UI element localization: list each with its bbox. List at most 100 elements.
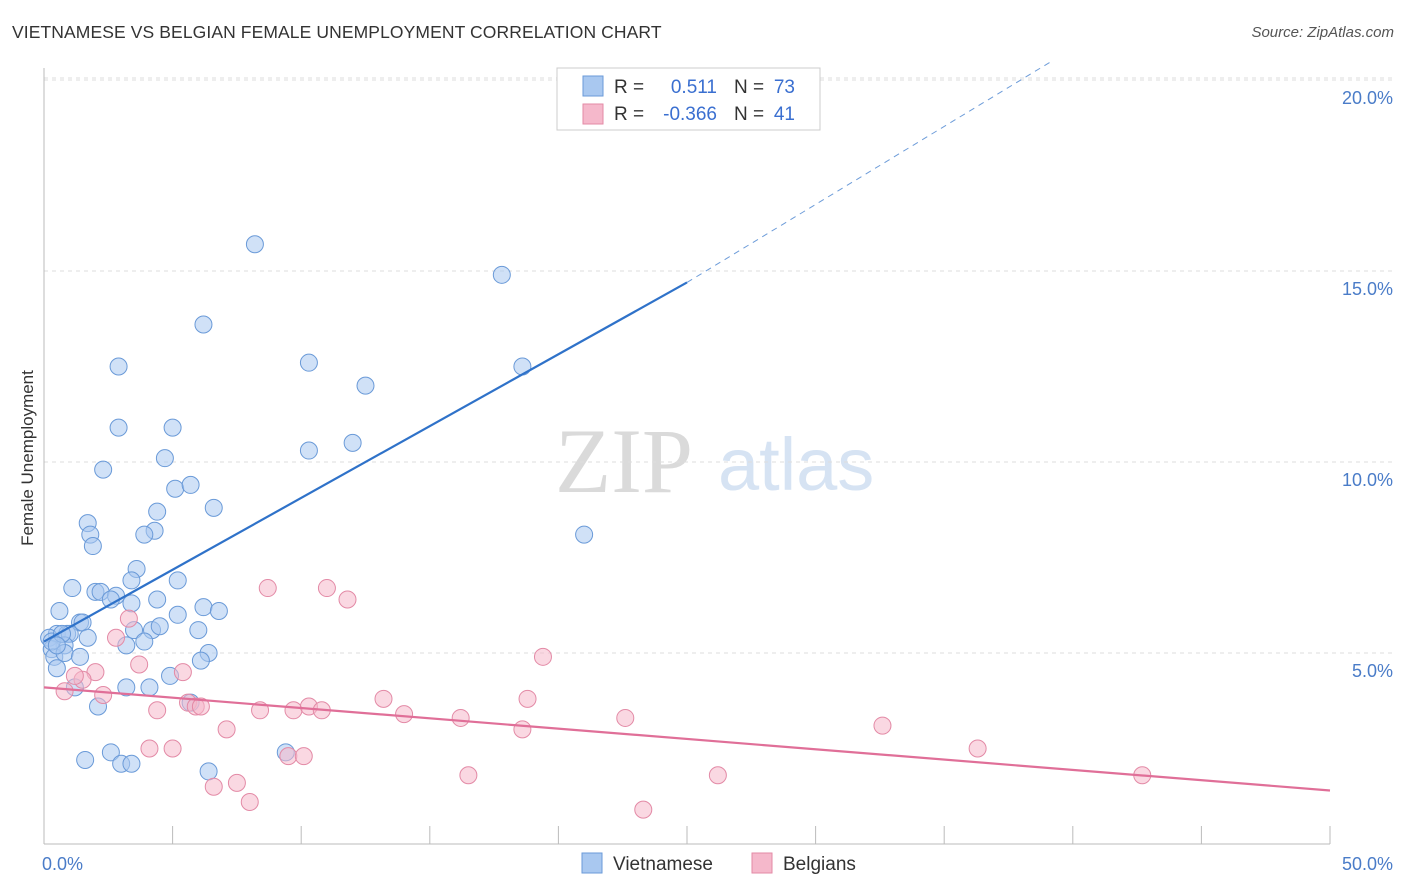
- point-vietnamese: [150, 617, 169, 636]
- legend-swatch-vietnamese: [582, 75, 604, 97]
- series-legend-swatch-belgians: [751, 852, 773, 874]
- point-vietnamese: [189, 621, 208, 640]
- point-vietnamese: [168, 571, 187, 590]
- grid-lines: [44, 77, 1394, 654]
- point-belgians: [107, 628, 126, 647]
- point-vietnamese: [168, 605, 187, 624]
- point-belgians: [873, 716, 892, 735]
- point-vietnamese: [199, 762, 218, 781]
- point-vietnamese: [122, 571, 141, 590]
- point-vietnamese: [47, 659, 66, 678]
- watermark-zip: ZIP: [555, 410, 693, 512]
- x-tick-labels: 0.0% 50.0%: [42, 854, 1393, 874]
- point-belgians: [55, 682, 74, 701]
- point-belgians: [191, 697, 210, 716]
- point-belgians: [518, 689, 537, 708]
- point-belgians: [163, 739, 182, 758]
- legend-swatch-belgians: [582, 103, 604, 125]
- x-tick-label: 50.0%: [1342, 854, 1393, 874]
- point-vietnamese: [343, 433, 362, 452]
- legend-r-value-belgians: -0.366: [663, 104, 717, 125]
- point-vietnamese: [575, 525, 594, 544]
- point-vietnamese: [47, 636, 66, 655]
- source-label: Source: ZipAtlas.com: [1251, 24, 1394, 41]
- point-vietnamese: [63, 579, 82, 598]
- point-belgians: [148, 701, 167, 720]
- point-vietnamese: [122, 594, 141, 613]
- y-tick-label: 15.0%: [1342, 279, 1393, 299]
- point-belgians: [513, 720, 532, 739]
- point-vietnamese: [513, 357, 532, 376]
- point-belgians: [240, 792, 259, 811]
- point-belgians: [451, 708, 470, 727]
- point-vietnamese: [492, 265, 511, 284]
- point-belgians: [294, 747, 313, 766]
- y-tick-label: 10.0%: [1342, 470, 1393, 490]
- point-belgians: [227, 773, 246, 792]
- point-vietnamese: [76, 750, 95, 769]
- y-tick-label: 5.0%: [1352, 661, 1393, 681]
- point-belgians: [258, 579, 277, 598]
- point-vietnamese: [71, 647, 90, 666]
- point-vietnamese: [204, 498, 223, 517]
- series-legend-label-vietnamese: Vietnamese: [613, 854, 713, 875]
- point-vietnamese: [135, 632, 154, 651]
- point-belgians: [279, 747, 298, 766]
- legend-n-value-vietnamese: 73: [774, 77, 795, 98]
- watermark: ZIP atlas: [555, 410, 874, 512]
- x-axis-ticks: [43, 826, 1331, 844]
- point-vietnamese: [181, 475, 200, 494]
- point-vietnamese: [209, 601, 228, 620]
- point-belgians: [459, 766, 478, 785]
- point-belgians: [217, 720, 236, 739]
- point-belgians: [374, 689, 393, 708]
- legend-n-value-belgians: 41: [774, 104, 795, 125]
- point-belgians: [634, 800, 653, 819]
- point-vietnamese: [101, 743, 120, 762]
- legend-r-label-vietnamese: R =: [614, 77, 644, 98]
- series-legend: Vietnamese Belgians: [581, 852, 856, 875]
- point-vietnamese: [109, 357, 128, 376]
- point-vietnamese: [356, 376, 375, 395]
- legend-r-value-vietnamese: 0.511: [671, 77, 717, 98]
- point-vietnamese: [117, 678, 136, 697]
- point-belgians: [65, 666, 84, 685]
- chart-title: VIETNAMESE VS BELGIAN FEMALE UNEMPLOYMEN…: [12, 22, 662, 42]
- point-belgians: [204, 777, 223, 796]
- point-vietnamese: [101, 590, 120, 609]
- legend-n-label-belgians: N =: [734, 104, 764, 125]
- point-vietnamese: [194, 315, 213, 334]
- point-vietnamese: [148, 590, 167, 609]
- point-vietnamese: [163, 418, 182, 437]
- y-axis-label: Female Unemployment: [18, 370, 37, 546]
- point-belgians: [708, 766, 727, 785]
- point-belgians: [616, 708, 635, 727]
- point-vietnamese: [109, 418, 128, 437]
- point-vietnamese: [78, 628, 97, 647]
- trend-line-vietnamese: [43, 281, 688, 643]
- stats-legend: R = 0.511 N = 73 R = -0.366 N = 41: [556, 67, 821, 131]
- series-legend-swatch-vietnamese: [581, 852, 603, 874]
- point-belgians: [284, 701, 303, 720]
- point-belgians: [533, 647, 552, 666]
- x-tick-label: 0.0%: [42, 854, 83, 874]
- point-vietnamese: [83, 537, 102, 556]
- point-vietnamese: [299, 441, 318, 460]
- legend-r-label-belgians: R =: [614, 104, 644, 125]
- point-vietnamese: [94, 460, 113, 479]
- series-legend-label-belgians: Belgians: [783, 854, 856, 875]
- point-vietnamese: [191, 651, 210, 670]
- watermark-atlas: atlas: [718, 423, 874, 506]
- point-belgians: [119, 609, 138, 628]
- point-belgians: [338, 590, 357, 609]
- point-vietnamese: [245, 235, 264, 254]
- point-belgians: [130, 655, 149, 674]
- point-vietnamese: [299, 353, 318, 372]
- trend-line-belgians: [43, 686, 1331, 792]
- point-belgians: [395, 705, 414, 724]
- point-belgians: [94, 686, 113, 705]
- point-belgians: [968, 739, 987, 758]
- legend-n-label-vietnamese: N =: [734, 77, 764, 98]
- y-tick-label: 20.0%: [1342, 88, 1393, 108]
